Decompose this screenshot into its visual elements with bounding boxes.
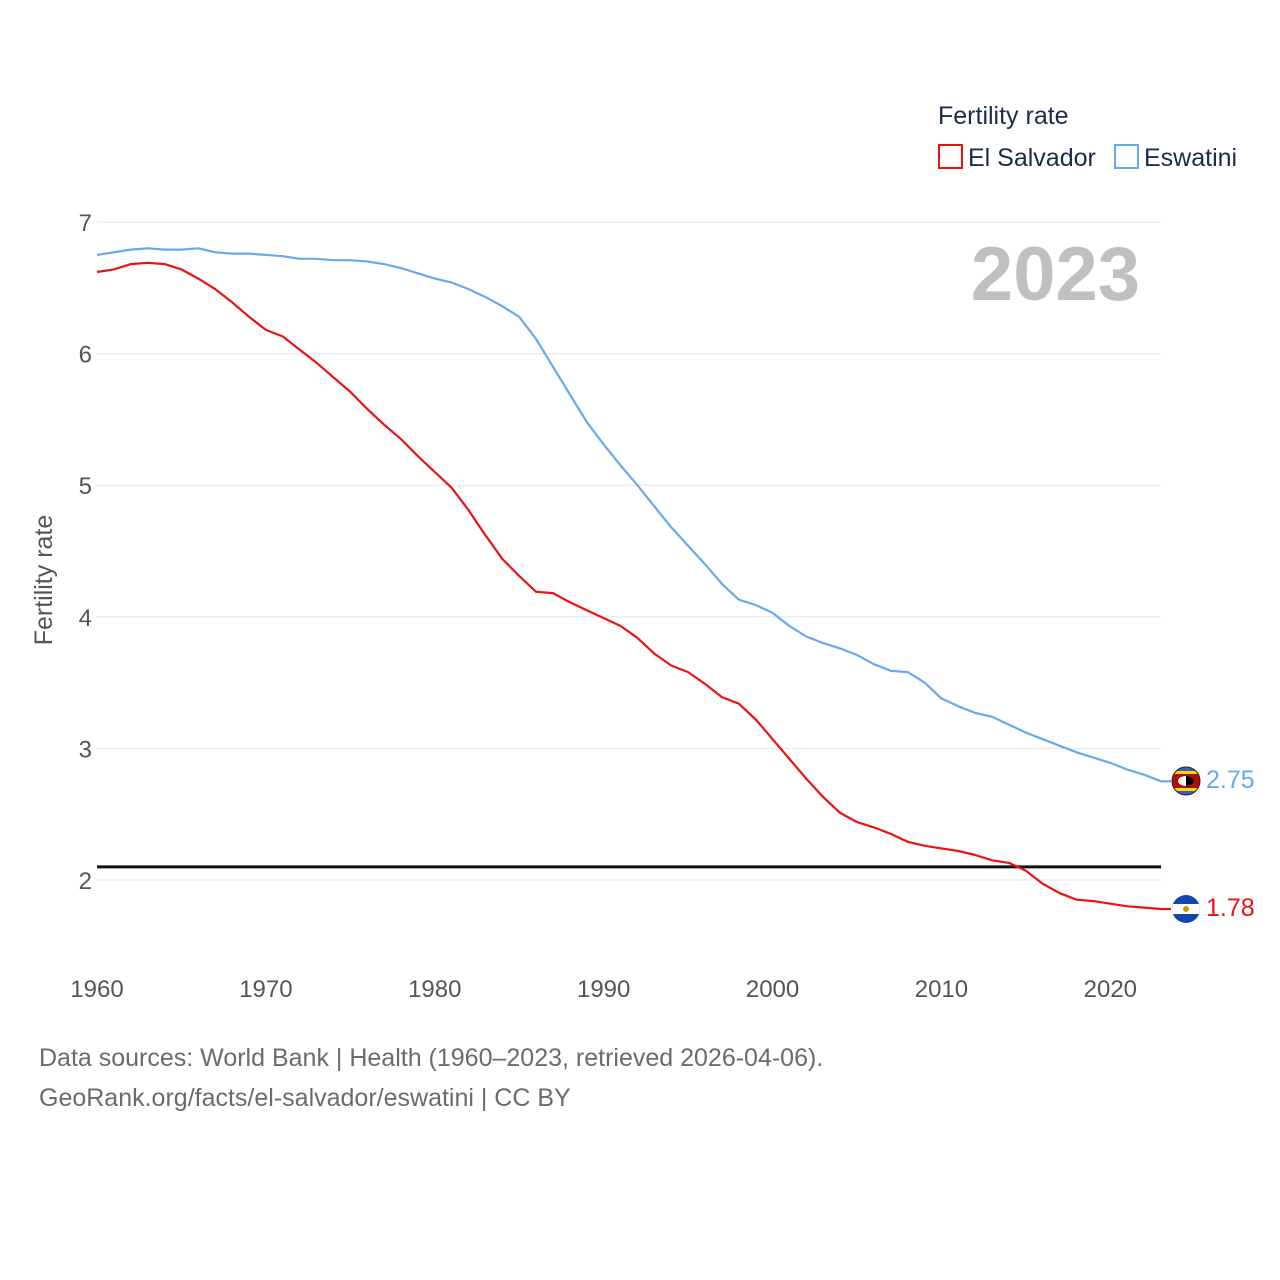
- y-tick-label-6: 6: [79, 342, 92, 369]
- x-tick-label-1980: 1980: [408, 976, 461, 1003]
- x-tick-label-2020: 2020: [1084, 976, 1137, 1003]
- gridlines: [97, 221, 1161, 881]
- legend-label-eswatini: Eswatini: [1144, 144, 1237, 172]
- y-tick-label-4: 4: [79, 605, 92, 632]
- x-tick-label-1970: 1970: [239, 976, 292, 1003]
- y-tick-label-7: 7: [79, 210, 92, 237]
- legend-item-eswatini[interactable]: Eswatini: [1114, 144, 1237, 172]
- footer-sources: Data sources: World Bank | Health (1960–…: [39, 1044, 824, 1072]
- legend-title: Fertility rate: [938, 102, 1069, 130]
- series-line-eswatini: [96, 247, 1171, 783]
- x-tick-label-1990: 1990: [577, 976, 630, 1003]
- end-value-el-salvador: 1.78: [1206, 894, 1255, 922]
- eswatini-flag-icon: [1172, 767, 1200, 795]
- el-salvador-flag-icon: [1172, 895, 1200, 923]
- legend-item-el-salvador[interactable]: El Salvador: [938, 144, 1096, 172]
- series-line-el-salvador: [96, 261, 1171, 911]
- y-tick-label-5: 5: [79, 473, 92, 500]
- x-tick-label-2000: 2000: [746, 976, 799, 1003]
- x-tick-label-2010: 2010: [915, 976, 968, 1003]
- legend-swatch-eswatini: [1114, 144, 1139, 169]
- legend-swatch-el-salvador: [938, 144, 963, 169]
- legend-label-el-salvador: El Salvador: [968, 144, 1096, 172]
- x-tick-label-1960: 1960: [70, 976, 123, 1003]
- series-lines: [96, 247, 1171, 911]
- footer-credit[interactable]: GeoRank.org/facts/el-salvador/eswatini |…: [39, 1084, 571, 1112]
- y-tick-label-3: 3: [79, 736, 92, 763]
- y-axis-ticks: 2 3 4 5 6 7: [79, 210, 92, 895]
- end-value-eswatini: 2.75: [1206, 766, 1255, 794]
- year-label: 2023: [971, 232, 1140, 317]
- y-tick-label-2: 2: [79, 868, 92, 895]
- y-axis-label: Fertility rate: [30, 515, 58, 646]
- x-axis-ticks: 1960 1970 1980 1990 2000 2010 2020: [70, 976, 1137, 1003]
